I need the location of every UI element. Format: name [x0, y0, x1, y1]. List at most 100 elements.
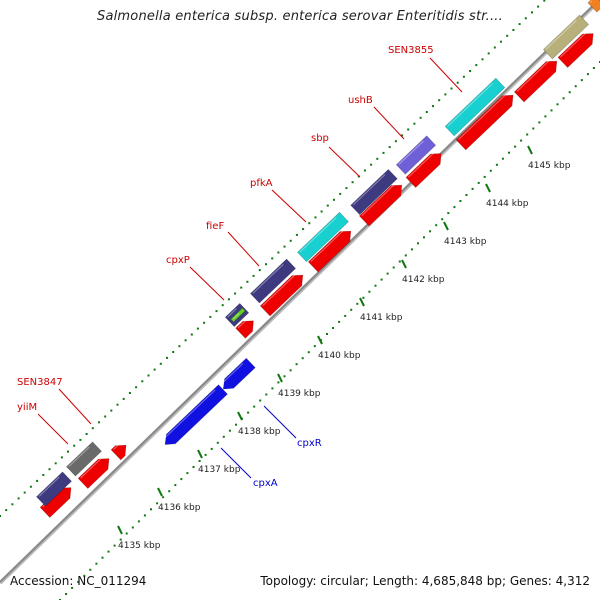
tick-label: 4143 kbp — [444, 237, 487, 247]
forward-cds-arrow-shape[interactable] — [405, 148, 446, 188]
upper-track-dot — [370, 163, 373, 166]
upper-track-dot — [110, 409, 113, 412]
cog-feature-cpxP-stripe[interactable] — [230, 307, 246, 323]
cog-feature-ushB[interactable] — [395, 135, 437, 175]
forward-cds-arrow[interactable] — [358, 180, 406, 227]
forward-cds-arrow-shape[interactable] — [358, 180, 406, 227]
cog-feature-sbp-shape[interactable] — [350, 168, 398, 216]
lower-track-dot — [89, 568, 92, 571]
cog-feature-ushB-shape[interactable] — [395, 135, 437, 175]
gene-label[interactable]: fieF — [206, 221, 224, 232]
upper-track-dot — [116, 403, 119, 406]
lower-track-dot — [198, 460, 201, 462]
lower-track-dot — [204, 453, 207, 456]
forward-cds-arrow[interactable] — [259, 270, 307, 317]
lower-track-dot — [174, 484, 177, 487]
forward-cds-arrow-shape[interactable] — [455, 90, 518, 151]
upper-track-dot — [91, 427, 94, 430]
gene-label[interactable]: SEN3847 — [17, 377, 63, 388]
forward-cds-arrow[interactable] — [235, 316, 259, 339]
upper-track-dot — [60, 456, 63, 459]
cog-feature-fieF[interactable] — [249, 258, 297, 304]
cog-feature-ushB-highlight — [398, 140, 424, 165]
forward-cds-arrow[interactable] — [307, 226, 355, 273]
lower-track-dot — [514, 145, 517, 148]
tick-label: 4137 kbp — [198, 465, 241, 475]
lower-track-dot — [247, 411, 250, 414]
topology-text: Topology: circular; — [260, 574, 369, 588]
forward-cds-arrow[interactable] — [77, 454, 114, 489]
gene-leader-line — [58, 388, 92, 425]
lower-track-dot — [556, 103, 559, 106]
cog-feature-SEN3847[interactable] — [66, 441, 102, 477]
reverse-cds-cpxR[interactable] — [219, 357, 256, 394]
gene-label[interactable]: ushB — [348, 95, 373, 106]
cog-feature-yiiM[interactable] — [36, 471, 72, 507]
lower-track-dot — [235, 423, 237, 426]
lower-track-dot — [71, 586, 74, 589]
tick-mark — [197, 449, 203, 459]
cog-feature-edge-shape[interactable] — [587, 0, 600, 13]
forward-cds-arrow[interactable] — [405, 148, 446, 188]
lower-track-dot — [544, 115, 547, 118]
cog-feature-next[interactable] — [542, 14, 590, 60]
gene-label[interactable]: SEN3855 — [388, 45, 434, 56]
forward-cds-arrow[interactable] — [455, 90, 518, 151]
gene-label[interactable]: yiiM — [17, 402, 37, 413]
upper-track-dot — [537, 5, 540, 8]
upper-track-dot — [469, 70, 472, 72]
forward-cds-arrow[interactable] — [110, 440, 131, 461]
cog-feature-pfkA[interactable] — [297, 211, 349, 263]
forward-cds-arrow-shape[interactable] — [235, 316, 259, 339]
lower-track-dot — [338, 320, 341, 323]
forward-cds-arrow-highlight — [80, 458, 102, 479]
cog-feature-yiiM-shape[interactable] — [36, 471, 72, 507]
lower-track-dot — [374, 284, 377, 287]
reverse-cds-cpxA[interactable] — [161, 384, 228, 450]
tick-label: 4145 kbp — [528, 161, 571, 171]
upper-track-dot — [407, 128, 410, 131]
cog-feature-SEN3855[interactable] — [444, 77, 506, 137]
tick-label: 4140 kbp — [318, 351, 361, 361]
reverse-cds-cpxA-highlight — [162, 389, 216, 441]
forward-cds-arrow-shape[interactable] — [557, 28, 598, 68]
tick-label: 4136 kbp — [158, 503, 201, 513]
cog-feature-pfkA-shape[interactable] — [297, 211, 349, 263]
upper-track-dot — [141, 380, 144, 383]
forward-cds-arrow-shape[interactable] — [513, 56, 561, 103]
reverse-cds-cpxA-shape[interactable] — [161, 384, 228, 450]
upper-track-dot — [79, 438, 82, 441]
gene-label[interactable]: sbp — [311, 133, 329, 144]
lower-track-dot — [471, 187, 474, 190]
forward-cds-arrow[interactable] — [557, 28, 598, 68]
forward-cds-arrow-shape[interactable] — [307, 226, 355, 273]
gene-label[interactable]: cpxP — [166, 255, 190, 266]
backbone-line — [0, 0, 600, 583]
gene-leader-line — [271, 189, 307, 223]
forward-cds-arrow-shape[interactable] — [110, 440, 131, 461]
cog-feature-sbp[interactable] — [350, 168, 398, 216]
forward-cds-arrow-shape[interactable] — [77, 454, 114, 489]
cog-feature-fieF-shape[interactable] — [249, 258, 297, 304]
feature-layer[interactable] — [36, 0, 600, 518]
lower-track-dot — [562, 97, 565, 100]
lower-track-dot — [453, 206, 456, 209]
cog-feature-SEN3847-shape[interactable] — [66, 441, 102, 477]
cog-feature-cpxP-stripe-shape[interactable] — [230, 307, 246, 323]
cog-feature-SEN3855-shape[interactable] — [444, 77, 506, 137]
lower-track-dot — [580, 79, 583, 82]
genes-text: Genes: 4,312 — [509, 574, 590, 588]
gene-label[interactable]: cpxR — [297, 438, 322, 449]
reverse-cds-cpxR-shape[interactable] — [219, 357, 256, 394]
cog-feature-fieF-highlight — [252, 263, 284, 294]
lower-track-dot — [259, 399, 262, 402]
forward-cds-arrow-shape[interactable] — [259, 270, 307, 317]
cog-feature-edge[interactable] — [587, 0, 600, 13]
gene-label[interactable]: pfkA — [250, 178, 273, 189]
forward-cds-arrow[interactable] — [513, 56, 561, 103]
upper-track-dot — [413, 122, 416, 125]
lower-track-dot — [210, 447, 213, 450]
cog-feature-next-shape[interactable] — [542, 14, 590, 60]
gene-label[interactable]: cpxA — [253, 478, 278, 489]
